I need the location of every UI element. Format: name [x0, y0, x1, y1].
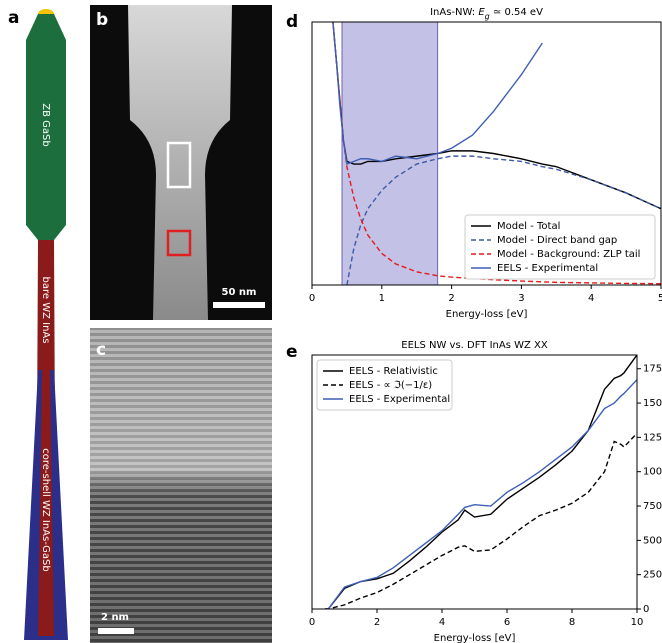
title-part: g [485, 12, 490, 21]
x-tick-label: 0 [309, 293, 315, 304]
plot-area [325, 355, 637, 609]
legend-box [316, 359, 453, 411]
scalebar-label: 50 nm [222, 287, 257, 298]
scalebar-label: 2 nm [101, 612, 129, 623]
scalebar [213, 302, 265, 308]
wire-label: core-shell WZ InAs-GaSb [40, 448, 51, 572]
chart-title: EELS NW vs. DFT InAs WZ XX [401, 340, 548, 351]
series-line [325, 355, 637, 609]
legend-label: EELS - Experimental [349, 394, 450, 405]
chart-title: InAs-NW: Eg ≃ 0.54 eV [430, 7, 543, 21]
legend-label: Model - Total [497, 221, 560, 232]
title-part: ≃ 0.54 eV [490, 7, 543, 18]
span [341, 22, 439, 285]
panel-label: a [8, 8, 19, 28]
wire-label: ZB GaSb [40, 103, 51, 146]
gasb-segment [26, 14, 66, 240]
title-part: EELS NW vs. DFT InAs WZ XX [401, 340, 548, 351]
series-line [346, 155, 661, 285]
y-tick-label: 1750 [643, 364, 662, 375]
y-tick-label: 0 [643, 604, 649, 615]
y-tick-label: 750 [643, 501, 662, 512]
series-line [332, 22, 661, 285]
y-tick-label: 1000 [643, 467, 662, 478]
y-tick-label: 500 [643, 535, 662, 546]
series-line [332, 22, 543, 165]
x-axis-label: Energy-loss [eV] [446, 309, 528, 320]
x-tick-label: 1 [379, 293, 385, 304]
series-line [325, 379, 637, 609]
legend-label: Model - Background: ZLP tail [497, 249, 640, 260]
panel-label: b [96, 10, 108, 30]
legend-label: EELS - Experimental [497, 263, 598, 274]
scalebar [98, 628, 134, 634]
axes-frame [311, 21, 662, 286]
image-shade [90, 328, 272, 643]
series-line [325, 432, 637, 609]
legend-box [464, 214, 656, 280]
title-part: E [478, 7, 485, 18]
x-tick-label: 8 [569, 617, 575, 628]
legend-label: EELS - ∝ ℑ(−1/ε) [349, 380, 432, 391]
x-tick-label: 2 [448, 293, 454, 304]
x-tick-label: 4 [439, 617, 445, 628]
y-tick-label: 250 [643, 570, 662, 581]
axes-frame [311, 354, 638, 610]
wire-image [128, 5, 232, 320]
x-tick-label: 5 [658, 293, 662, 304]
x-tick-label: 4 [588, 293, 594, 304]
title-part: InAs-NW: [430, 7, 478, 18]
panel-label: d [286, 12, 298, 32]
x-tick-label: 6 [504, 617, 510, 628]
x-tick-label: 2 [374, 617, 380, 628]
wire-label: bare WZ InAs [40, 277, 51, 344]
plot-area [332, 22, 661, 285]
panel-label: c [96, 340, 106, 360]
x-tick-label: 3 [518, 293, 524, 304]
y-tick-label: 1500 [643, 398, 662, 409]
x-tick-label: 10 [631, 617, 644, 628]
roi [166, 229, 192, 257]
roi [166, 141, 192, 189]
legend-label: EELS - Relativistic [349, 366, 438, 377]
x-tick-label: 0 [309, 617, 315, 628]
x-axis-label: Energy-loss [eV] [434, 633, 516, 643]
panel-label: e [286, 342, 298, 362]
core [38, 370, 54, 636]
legend-label: Model - Direct band gap [497, 235, 617, 246]
y-tick-label: 1250 [643, 432, 662, 443]
